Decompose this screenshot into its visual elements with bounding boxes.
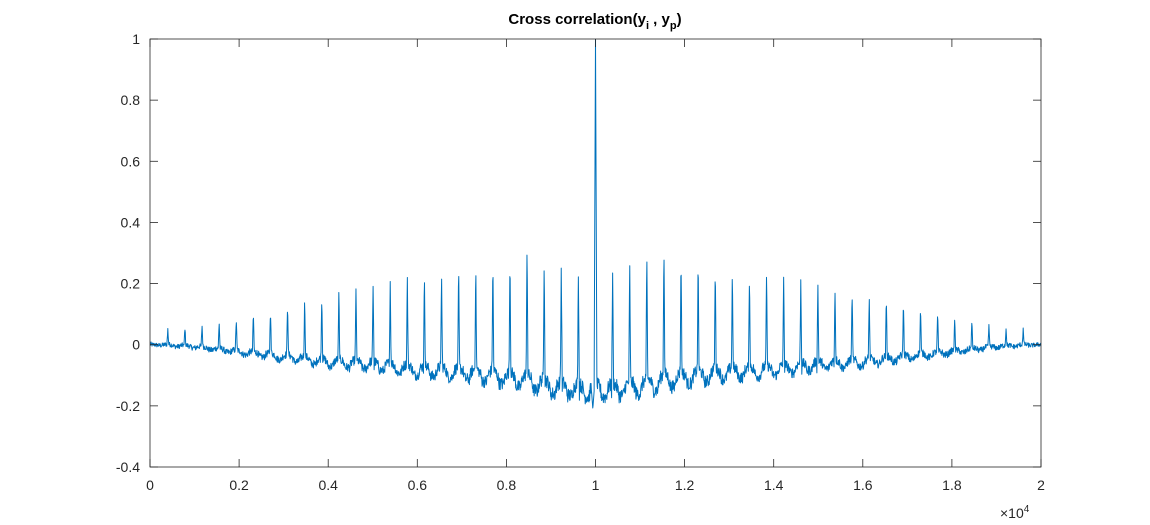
- x-axis: 0 0.2 0.4 0.6 0.8 1 1.2 1.4 1.6 1.8 2: [146, 39, 1045, 493]
- x-tick-label: 1.2: [675, 477, 695, 493]
- x-tick-label: 0.6: [408, 477, 428, 493]
- chart-title-sub-p: p: [670, 20, 677, 32]
- chart-title-end: ): [677, 11, 682, 28]
- x-exponent-power: 4: [1024, 504, 1030, 515]
- x-tick-label: 1.6: [853, 477, 873, 493]
- x-tick-label: 0.8: [497, 477, 517, 493]
- plot-area: [150, 39, 1041, 409]
- x-tick-label: 1: [592, 477, 600, 493]
- y-tick-label: -0.4: [116, 459, 140, 475]
- y-axis: -0.4 -0.2 0 0.2 0.4 0.6 0.8 1: [116, 31, 1041, 475]
- x-tick-label: 1.8: [942, 477, 962, 493]
- cross-correlation-line: [150, 39, 1041, 409]
- y-tick-label: 0.8: [121, 92, 141, 108]
- x-tick-label: 1.4: [764, 477, 784, 493]
- chart-title-sub-i: i: [646, 20, 649, 32]
- x-tick-label: 0: [146, 477, 154, 493]
- y-tick-label: -0.2: [116, 398, 140, 414]
- y-tick-label: 1: [132, 31, 140, 47]
- x-tick-label: 0.2: [229, 477, 249, 493]
- x-tick-label: 2: [1037, 477, 1045, 493]
- chart-title: Cross correlation(yi , yp): [508, 11, 681, 32]
- x-axis-exponent: ×104: [1000, 504, 1030, 521]
- y-tick-label: 0: [132, 337, 140, 353]
- chart-title-main: Cross correlation(y: [508, 11, 646, 28]
- y-tick-label: 0.4: [121, 214, 141, 230]
- chart-title-mid: , y: [649, 11, 671, 28]
- y-tick-label: 0.2: [121, 276, 141, 292]
- y-tick-label: 0.6: [121, 153, 141, 169]
- x-exponent-times: ×10: [1000, 505, 1024, 521]
- x-tick-label: 0.4: [318, 477, 338, 493]
